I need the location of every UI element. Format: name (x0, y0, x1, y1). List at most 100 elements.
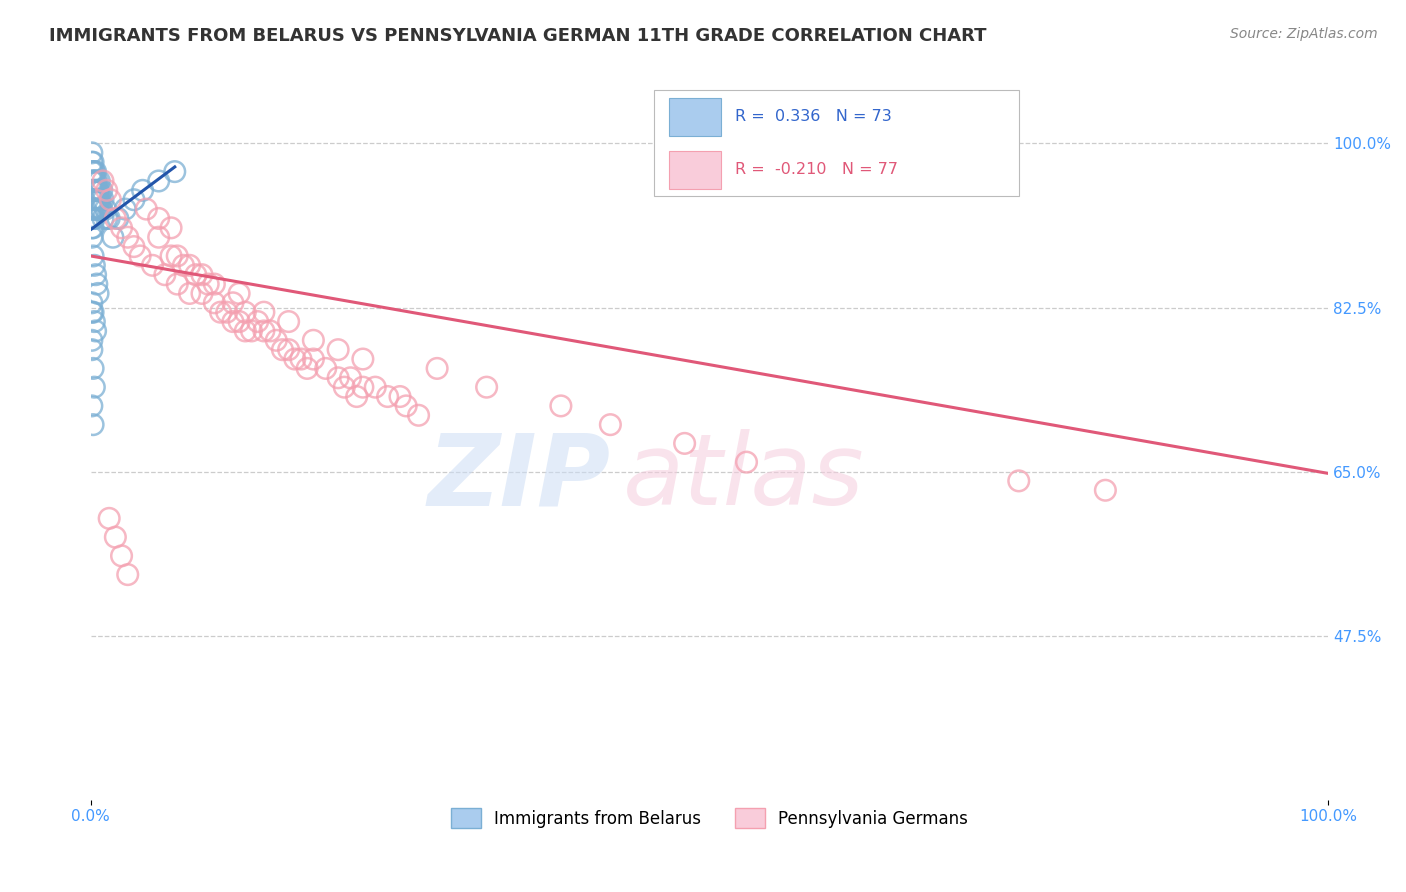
Point (86, 174, 108, 188)
Point (80, 399, 103, 413)
Text: R =  -0.210   N = 77: R = -0.210 N = 77 (735, 162, 898, 178)
Point (104, 530, 127, 544)
Point (233, 324, 256, 338)
Point (80, 230, 103, 244)
Point (163, 164, 186, 178)
Point (82, 305, 104, 319)
Point (114, 202, 136, 216)
Point (110, 549, 132, 563)
Point (160, 220, 183, 235)
Point (202, 277, 225, 291)
Point (83, 211, 105, 226)
Point (82, 361, 104, 376)
Point (84, 164, 107, 178)
Point (240, 324, 263, 338)
Point (117, 230, 139, 244)
Point (253, 305, 276, 319)
Point (84, 193, 107, 207)
Point (107, 211, 129, 226)
Point (131, 183, 153, 197)
Point (83, 164, 105, 178)
Point (83, 380, 105, 394)
Point (83, 202, 105, 216)
Point (153, 268, 176, 282)
Point (91, 211, 114, 226)
Point (80, 220, 103, 235)
Point (246, 314, 269, 328)
Text: atlas: atlas (623, 429, 865, 526)
Point (197, 277, 219, 291)
Point (364, 380, 387, 394)
Point (228, 314, 250, 328)
Point (94, 202, 117, 216)
Point (80, 145, 103, 160)
Point (339, 371, 361, 385)
Point (83, 314, 105, 328)
Point (80, 202, 103, 216)
Point (377, 390, 399, 404)
FancyBboxPatch shape (668, 98, 720, 136)
Point (82, 155, 104, 169)
Point (117, 567, 139, 582)
Point (82, 220, 104, 235)
Point (673, 436, 696, 450)
Point (83, 193, 105, 207)
Point (101, 230, 124, 244)
Point (191, 286, 214, 301)
Point (80, 305, 103, 319)
Point (87, 286, 110, 301)
Point (352, 380, 374, 394)
Point (202, 295, 225, 310)
Point (1008, 474, 1031, 488)
Point (91, 174, 114, 188)
Point (148, 230, 170, 244)
Point (395, 399, 418, 413)
Point (80, 174, 103, 188)
Point (222, 295, 245, 310)
Point (122, 193, 145, 207)
Point (96, 183, 118, 197)
Text: R =  0.336   N = 73: R = 0.336 N = 73 (735, 110, 893, 125)
Point (228, 286, 250, 301)
Point (388, 390, 411, 404)
Point (82, 202, 104, 216)
Point (80, 211, 103, 226)
Point (104, 211, 127, 226)
Point (82, 211, 104, 226)
FancyBboxPatch shape (668, 151, 720, 189)
Point (259, 324, 281, 338)
Point (148, 211, 170, 226)
Point (160, 249, 183, 263)
Point (82, 417, 104, 432)
Point (295, 361, 318, 376)
Point (82, 174, 104, 188)
Point (83, 258, 105, 272)
Point (87, 202, 110, 216)
Point (89, 174, 111, 188)
Text: ZIP: ZIP (427, 429, 610, 526)
Point (346, 390, 368, 404)
Point (110, 220, 132, 235)
Point (80, 295, 103, 310)
Point (86, 277, 108, 291)
Point (179, 258, 201, 272)
Point (89, 193, 111, 207)
Point (89, 202, 111, 216)
Point (222, 314, 245, 328)
Point (98, 511, 121, 525)
Point (80, 334, 103, 348)
Point (87, 193, 110, 207)
Point (82, 193, 104, 207)
Point (80, 343, 103, 357)
Point (179, 286, 201, 301)
FancyBboxPatch shape (654, 90, 1019, 196)
Point (86, 202, 108, 216)
Text: IMMIGRANTS FROM BELARUS VS PENNSYLVANIA GERMAN 11TH GRADE CORRELATION CHART: IMMIGRANTS FROM BELARUS VS PENNSYLVANIA … (49, 27, 987, 45)
Point (135, 202, 157, 216)
Point (264, 334, 287, 348)
Point (84, 268, 107, 282)
Point (96, 211, 118, 226)
Text: Source: ZipAtlas.com: Source: ZipAtlas.com (1230, 27, 1378, 41)
Point (84, 324, 107, 338)
Point (129, 249, 152, 263)
